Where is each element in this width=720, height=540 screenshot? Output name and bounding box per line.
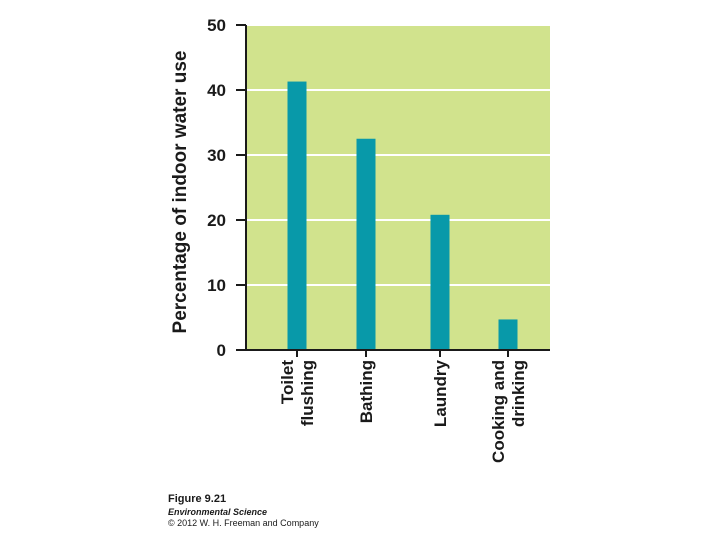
bar — [498, 319, 518, 350]
x-tick-label: flushing — [298, 360, 317, 426]
y-tick-label: 10 — [207, 276, 226, 295]
copyright-line: © 2012 W. H. Freeman and Company — [168, 518, 319, 528]
y-tick-label: 40 — [207, 81, 226, 100]
x-tick-label: Cooking and — [489, 360, 508, 463]
x-tick-label: drinking — [509, 360, 528, 427]
x-tick-label: Laundry — [431, 359, 450, 427]
y-tick-label: 50 — [207, 16, 226, 35]
y-tick-label: 30 — [207, 146, 226, 165]
y-axis-label: Percentage of indoor water use — [170, 51, 191, 334]
figure-number: Figure 9.21 — [168, 493, 227, 505]
bar — [356, 138, 376, 350]
bar — [430, 214, 450, 350]
y-tick-label: 20 — [207, 211, 226, 230]
x-tick-label: Bathing — [357, 360, 376, 423]
bars — [287, 81, 518, 351]
y-tick-labels: 0 10 20 30 40 50 — [207, 16, 246, 360]
y-tick-label: 0 — [217, 341, 226, 360]
x-tick-labels: Toilet flushing Bathing Laundry Cooking and d… — [278, 350, 528, 463]
bar — [287, 81, 307, 351]
book-title: Environmental Science — [168, 507, 268, 517]
x-tick-label: Toilet — [278, 360, 297, 404]
